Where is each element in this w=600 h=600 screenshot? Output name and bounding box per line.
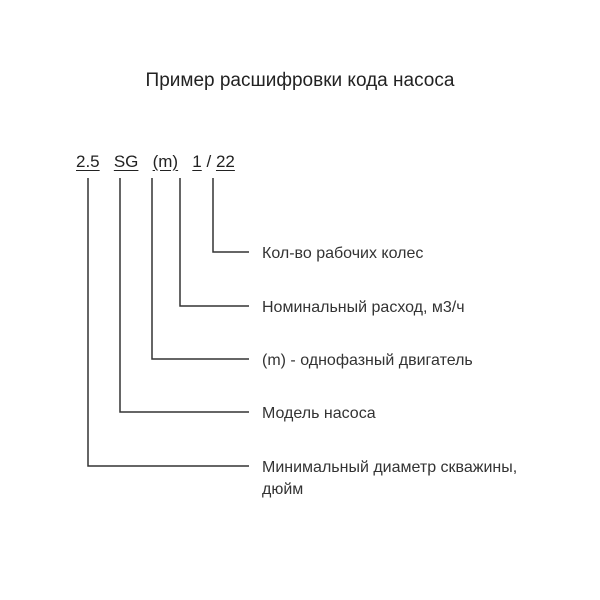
code-seg-phase: (m) (153, 152, 178, 172)
code-seg-diameter: 2.5 (76, 152, 100, 172)
diagram-title: Пример расшифровки кода насоса (0, 70, 600, 92)
code-seg-impellers: 22 (216, 152, 235, 172)
label-phase: (m) - однофазный двигатель (262, 350, 473, 372)
diagram-container: Пример расшифровки кода насоса 2.5 SG (m… (0, 0, 600, 600)
label-flow: Номинальный расход, м3/ч (262, 297, 465, 319)
code-separator: / (207, 152, 212, 172)
wire-diameter (88, 178, 249, 466)
label-diameter: Минимальный диаметр скважины, дюйм (262, 457, 522, 500)
wire-flow (180, 178, 249, 306)
wire-phase (152, 178, 249, 359)
wire-model (120, 178, 249, 412)
label-impellers: Кол-во рабочих колес (262, 243, 423, 265)
product-code: 2.5 SG (m) 1 / 22 (76, 152, 235, 172)
code-seg-model: SG (114, 152, 139, 172)
wire-impellers (213, 178, 249, 252)
label-model: Модель насоса (262, 403, 376, 425)
code-seg-flow: 1 (192, 152, 201, 172)
